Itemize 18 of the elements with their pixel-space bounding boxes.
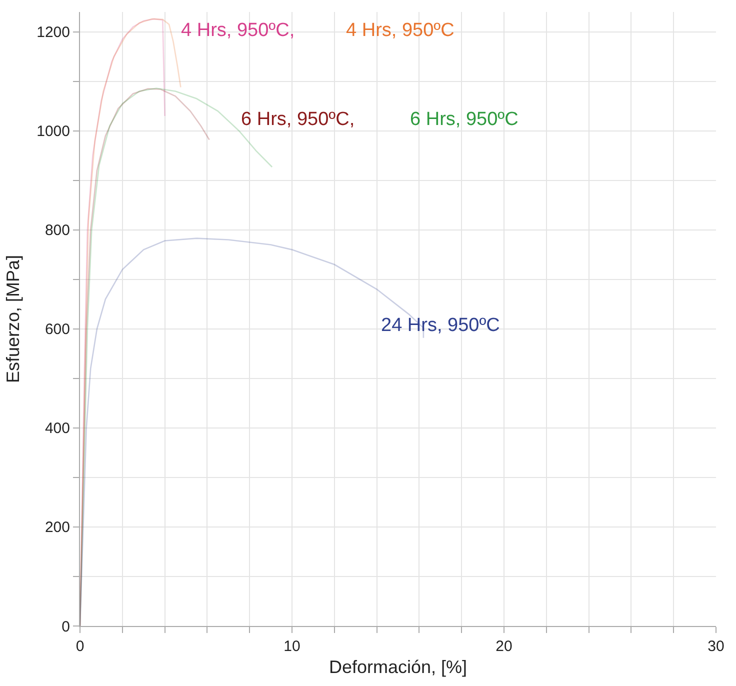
y-axis-title: Esfuerzo, [MPa] [2,254,23,384]
y-tick-label: 600 [44,321,70,338]
text: 6 Hrs, 950ºC [410,109,518,130]
x-tick-label: 30 [708,638,724,655]
series-label: 6 Hrs, 950ºC, [241,109,355,130]
y-tick-label: 800 [44,222,70,240]
text: 4 Hrs, 950ºC [346,20,454,41]
x-tick-label: 10 [284,638,300,655]
y-tick-label: 200 [44,519,70,536]
y-tick-label: 1200 [36,24,70,42]
series-label: 4 Hrs, 950ºC, [181,20,295,41]
x-axis-title: Deformación, [%] [328,657,468,678]
series-label: 24 Hrs, 950ºC [381,315,500,336]
x-tick-label: 20 [496,638,512,655]
y-tick-label: 0 [62,618,70,636]
y-tick-label: 1000 [36,123,70,140]
y-tick-label: 400 [44,420,70,438]
x-tick-label: 0 [76,638,84,655]
